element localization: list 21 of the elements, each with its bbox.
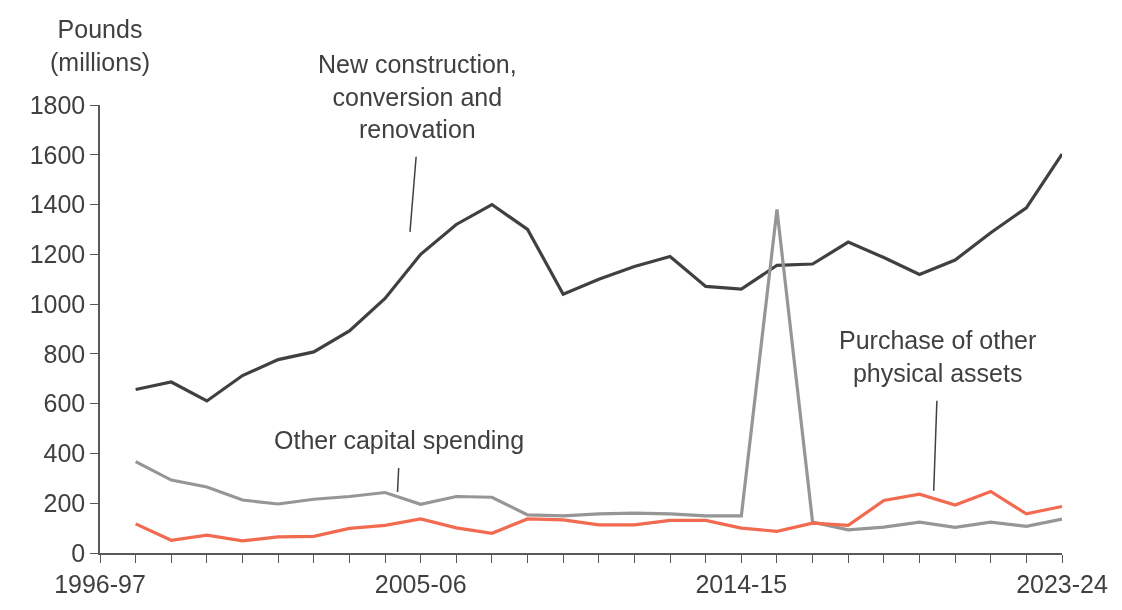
- y-tick-label: 1800: [29, 90, 86, 119]
- y-axis-title: Pounds (millions): [50, 15, 150, 76]
- line-series: [134, 207, 1062, 532]
- y-tick-label: 1400: [29, 190, 86, 219]
- y-tick-label: 800: [43, 339, 86, 368]
- x-tick-label: 2023-24: [1016, 569, 1108, 598]
- y-tick-label: 600: [43, 389, 86, 418]
- y-tick-label: 1200: [29, 240, 86, 269]
- x-tick-label: 2005-06: [374, 569, 467, 598]
- y-tick-label: 1000: [29, 289, 86, 318]
- text: Purchase of other physical assets: [839, 326, 1037, 387]
- x-tick-label: 2014-15: [695, 569, 788, 598]
- series-label: Other capital spending: [274, 426, 525, 454]
- y-tick-label: 0: [71, 538, 86, 567]
- line-series: [134, 489, 1062, 543]
- y-tick-label: 400: [43, 439, 86, 468]
- text: New construction, conversion and renovation: [318, 50, 517, 143]
- line-series: [134, 152, 1062, 403]
- x-tick-label: 1996-97: [54, 569, 146, 598]
- y-tick-label: 1600: [29, 140, 86, 169]
- y-tick-label: 200: [43, 488, 86, 517]
